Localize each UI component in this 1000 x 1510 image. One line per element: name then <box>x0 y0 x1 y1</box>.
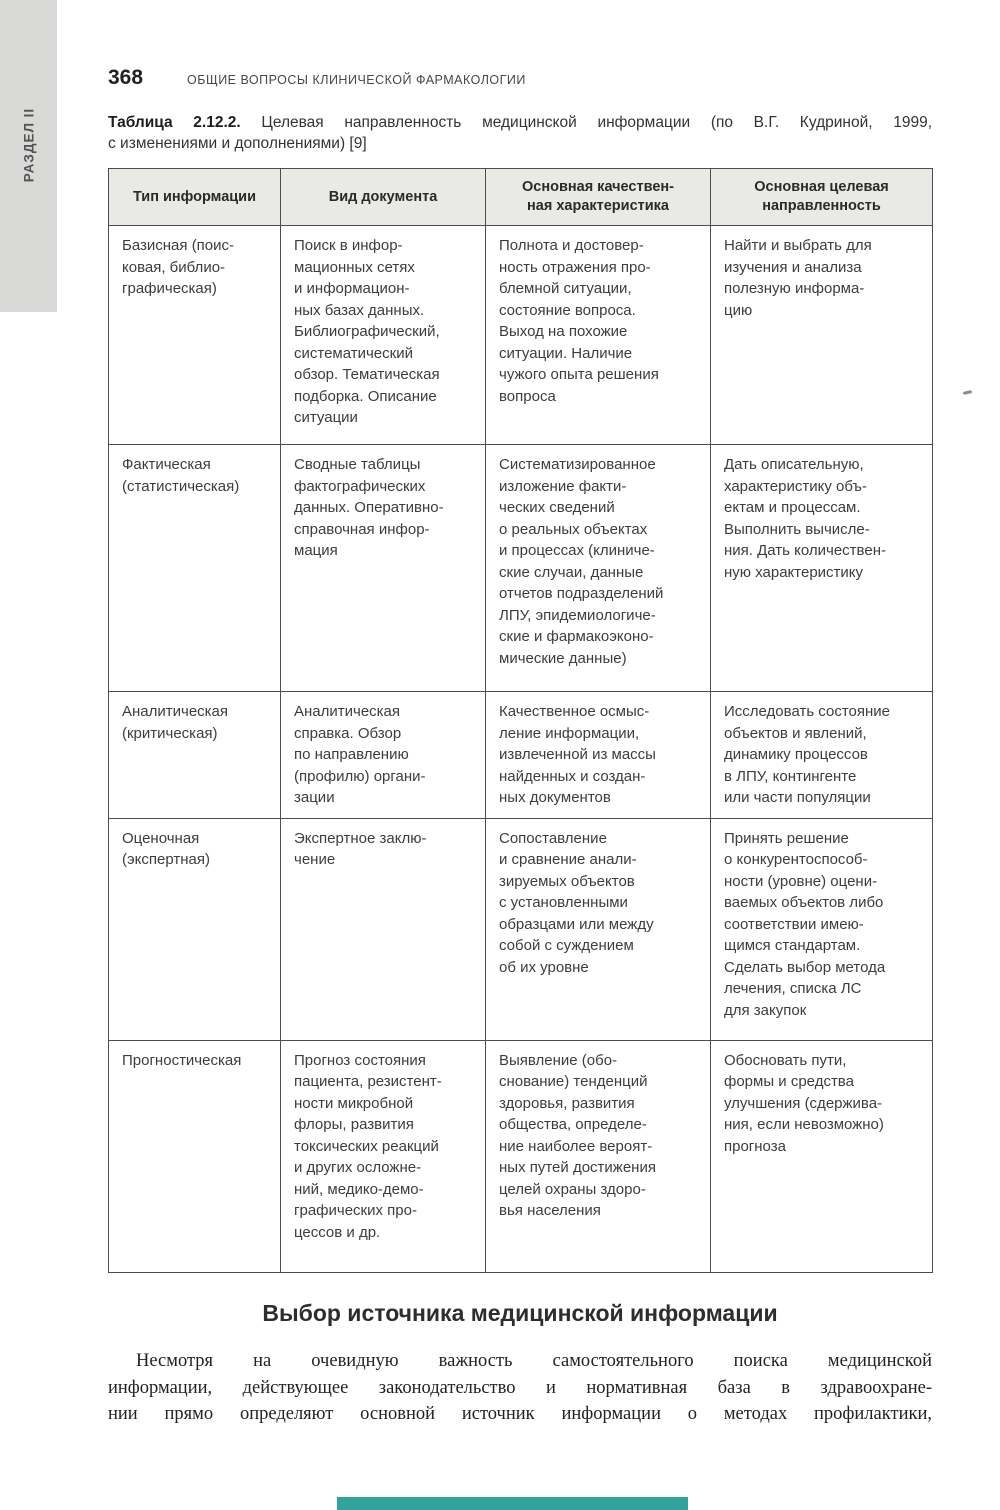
table-cell: Аналитическая (критическая) <box>108 691 281 819</box>
column-header-target-orientation: Основная целевая направленность <box>710 168 933 226</box>
table-caption-label: Таблица 2.12.2. <box>108 114 241 131</box>
table-caption-line1: Таблица 2.12.2. Целевая направленность м… <box>108 112 932 133</box>
scan-artifact <box>962 390 973 395</box>
running-head: 368 ОБЩИЕ ВОПРОСЫ КЛИНИЧЕСКОЙ ФАРМАКОЛОГ… <box>108 66 932 90</box>
column-header-document-kind: Вид документа <box>280 168 486 226</box>
body-paragraph: Несмотря на очевидную важность самостоят… <box>108 1348 932 1428</box>
table-row: Оценочная (экспертная) Экспертное заклю-… <box>108 817 933 1041</box>
table-cell: Базисная (поис- ковая, библио- графическ… <box>108 225 281 445</box>
table-cell: Прогноз состояния пациента, резистент- н… <box>280 1039 486 1273</box>
table-cell: Оценочная (экспертная) <box>108 817 281 1041</box>
table-cell: Обосновать пути, формы и средства улучше… <box>710 1039 933 1273</box>
table-cell: Выявление (обо- снование) тенденций здор… <box>485 1039 711 1273</box>
table-cell: Принять решение о конкурентоспособ- ност… <box>710 817 933 1041</box>
paragraph-line: Несмотря на очевидную важность самостоят… <box>136 1351 932 1371</box>
table-header-row: Тип информации Вид документа Основная ка… <box>108 168 933 226</box>
table-caption-text: Целевая направленность медицинской инфор… <box>261 114 933 131</box>
table-cell: Качественное осмыс- ление информации, из… <box>485 691 711 819</box>
table-row: Базисная (поис- ковая, библио- графическ… <box>108 225 933 445</box>
page-number: 368 <box>108 66 144 89</box>
table-cell: Сводные таблицы фактографических данных.… <box>280 444 486 692</box>
table-caption-line2: с изменениями и дополнениями) [9] <box>108 135 367 152</box>
table-cell: Экспертное заклю- чение <box>280 817 486 1041</box>
table-cell: Аналитическая справка. Обзор по направле… <box>280 691 486 819</box>
column-header-qualitative-characteristic: Основная качествен- ная характеристика <box>485 168 711 226</box>
paragraph-line: нии прямо определяют основной источник и… <box>108 1404 932 1424</box>
column-header-info-type: Тип информации <box>108 168 281 226</box>
table-caption: Таблица 2.12.2. Целевая направленность м… <box>108 112 932 154</box>
table-row: Фактическая (статистическая) Сводные таб… <box>108 444 933 692</box>
footer-accent-bar <box>337 1497 688 1510</box>
table-cell: Дать описательную, характеристику объ- е… <box>710 444 933 692</box>
table-cell: Прогностическая <box>108 1039 281 1273</box>
running-title: ОБЩИЕ ВОПРОСЫ КЛИНИЧЕСКОЙ ФАРМАКОЛОГИИ <box>187 73 526 87</box>
information-types-table: Тип информации Вид документа Основная ка… <box>108 168 933 1273</box>
section-tab: РАЗДЕЛ II <box>0 0 57 312</box>
section-tab-label: РАЗДЕЛ II <box>21 107 36 183</box>
table-cell: Систематизированное изложение факти- чес… <box>485 444 711 692</box>
table-row: Аналитическая (критическая) Аналитическа… <box>108 691 933 819</box>
table-cell: Найти и выбрать для изучения и анализа п… <box>710 225 933 445</box>
table-cell: Исследовать состояние объектов и явлений… <box>710 691 933 819</box>
table-cell: Сопоставление и сравнение анали- зируемы… <box>485 817 711 1041</box>
section-heading: Выбор источника медицинской информации <box>262 1300 778 1326</box>
table-row: Прогностическая Прогноз состояния пациен… <box>108 1039 933 1273</box>
table-cell: Поиск в инфор- мационных сетях и информа… <box>280 225 486 445</box>
paragraph-line: информации, действующее законодательство… <box>108 1377 932 1398</box>
table-cell: Фактическая (статистическая) <box>108 444 281 692</box>
table-cell: Полнота и достовер- ность отражения про-… <box>485 225 711 445</box>
